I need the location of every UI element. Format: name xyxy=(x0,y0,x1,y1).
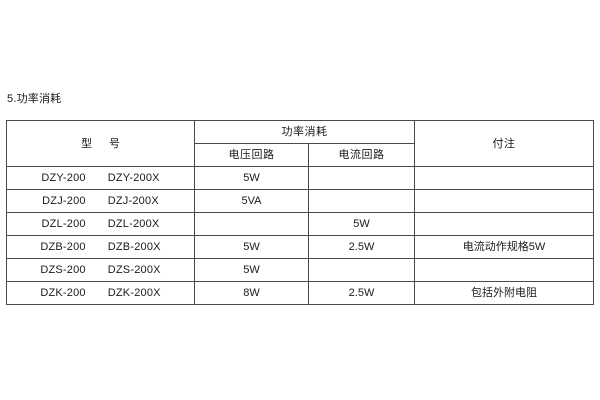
cell-model-variant: DZJ-200X xyxy=(107,195,159,207)
cell-current-circuit xyxy=(308,166,415,190)
cell-note: 包括外附电阻 xyxy=(414,281,594,305)
table-row: DZB-200 DZB-200X 5W 2.5W 电流动作规格5W xyxy=(6,235,594,259)
table-row: DZJ-200 DZJ-200X 5VA xyxy=(6,189,594,213)
cell-voltage-circuit: 5W xyxy=(194,166,309,190)
cell-note xyxy=(414,166,594,190)
column-header-voltage-circuit: 电压回路 xyxy=(194,143,309,167)
column-header-power-group-label: 功率消耗 xyxy=(281,126,328,138)
cell-model-base: DZK-200 xyxy=(40,287,86,299)
cell-note: 电流动作规格5W xyxy=(414,235,594,259)
cell-note xyxy=(414,258,594,282)
cell-current-circuit xyxy=(308,189,415,213)
cell-current-circuit xyxy=(308,258,415,282)
cell-model: DZJ-200 DZJ-200X xyxy=(6,189,195,213)
cell-model: DZY-200 DZY-200X xyxy=(6,166,195,190)
column-header-model: 型 号 xyxy=(6,120,195,167)
cell-model-base: DZY-200 xyxy=(41,172,86,184)
table-row: DZK-200 DZK-200X 8W 2.5W 包括外附电阻 xyxy=(6,281,594,305)
column-header-power-group: 功率消耗 xyxy=(194,120,415,144)
header-row-primary: 型 号 功率消耗 付注 xyxy=(6,120,594,167)
cell-model: DZK-200 DZK-200X xyxy=(6,281,195,305)
power-consumption-table-container: 型 号 功率消耗 付注 电压回路 电流回路 xyxy=(6,120,594,305)
column-header-voltage-circuit-label: 电压回路 xyxy=(228,149,275,161)
cell-voltage-circuit: 5W xyxy=(194,235,309,259)
column-header-note: 付注 xyxy=(414,120,594,167)
cell-model-base: DZL-200 xyxy=(41,218,86,230)
power-consumption-table: 型 号 功率消耗 付注 电压回路 电流回路 xyxy=(6,120,594,305)
cell-model: DZL-200 DZL-200X xyxy=(6,212,195,236)
column-header-model-label: 型 号 xyxy=(80,137,128,150)
column-header-note-label: 付注 xyxy=(492,137,516,150)
cell-model-base: DZJ-200 xyxy=(42,195,86,207)
cell-model: DZS-200 DZS-200X xyxy=(6,258,195,282)
cell-model-variant: DZS-200X xyxy=(107,264,161,276)
table-header: 型 号 功率消耗 付注 电压回路 电流回路 xyxy=(6,120,594,167)
cell-model-variant: DZB-200X xyxy=(107,241,161,253)
cell-model-base: DZB-200 xyxy=(40,241,86,253)
cell-model-variant: DZK-200X xyxy=(107,287,161,299)
cell-current-circuit: 2.5W xyxy=(308,235,415,259)
cell-voltage-circuit: 8W xyxy=(194,281,309,305)
section-title: 5.功率消耗 xyxy=(7,93,62,105)
cell-note xyxy=(414,189,594,213)
cell-note xyxy=(414,212,594,236)
cell-model-variant: DZL-200X xyxy=(107,218,160,230)
cell-model-base: DZS-200 xyxy=(40,264,86,276)
table-row: DZS-200 DZS-200X 5W xyxy=(6,258,594,282)
table-row: DZY-200 DZY-200X 5W xyxy=(6,166,594,190)
table-body: DZY-200 DZY-200X 5W DZJ-200 DZJ-200X xyxy=(6,166,594,305)
header-row-secondary: 电压回路 电流回路 xyxy=(7,143,594,167)
cell-current-circuit: 2.5W xyxy=(308,281,415,305)
column-header-current-circuit: 电流回路 xyxy=(308,143,415,167)
column-header-current-circuit-label: 电流回路 xyxy=(338,149,385,161)
cell-voltage-circuit: 5W xyxy=(194,258,309,282)
cell-model-variant: DZY-200X xyxy=(107,172,160,184)
cell-voltage-circuit: 5VA xyxy=(194,189,309,213)
cell-model: DZB-200 DZB-200X xyxy=(6,235,195,259)
cell-voltage-circuit xyxy=(194,212,309,236)
table-row: DZL-200 DZL-200X 5W xyxy=(6,212,594,236)
cell-current-circuit: 5W xyxy=(308,212,415,236)
